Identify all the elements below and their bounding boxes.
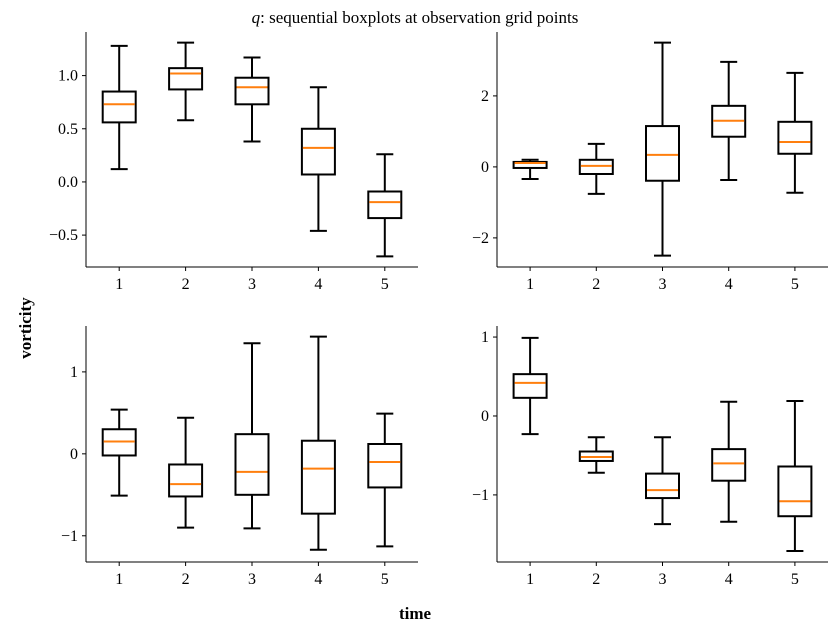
x-tick-label: 2 <box>182 571 190 588</box>
box-3 <box>645 436 680 526</box>
x-tick-label: 4 <box>725 276 733 293</box>
y-tick-label: 1.0 <box>58 68 78 85</box>
box-iqr <box>777 120 813 155</box>
box-5 <box>777 71 813 194</box>
x-tick-label: 5 <box>381 571 389 588</box>
box-4 <box>711 400 747 523</box>
subplot-3: −1 0 1 1 2 3 4 5 <box>61 326 418 588</box>
box-2 <box>168 416 204 529</box>
y-tick-label: −1 <box>61 528 78 545</box>
x-tick-label: 4 <box>314 571 322 588</box>
box-iqr <box>578 158 614 175</box>
subplot-4: −1 0 1 1 2 3 4 5 <box>472 326 828 588</box>
box-iqr <box>711 104 747 138</box>
box-iqr <box>645 125 680 182</box>
y-tick-label: −1 <box>472 487 489 504</box>
box-iqr <box>300 127 336 176</box>
x-tick-label: 1 <box>115 276 123 293</box>
box-iqr <box>234 433 270 496</box>
box-5 <box>777 399 813 552</box>
subplot-1: −0.5 0.0 0.5 1.0 1 2 3 4 5 <box>49 32 418 293</box>
x-tick-label: 5 <box>791 571 799 588</box>
box-iqr <box>101 428 137 457</box>
box-iqr <box>101 90 137 124</box>
box-iqr <box>367 190 403 220</box>
y-tick-label: 0 <box>481 408 489 425</box>
subplot-2: −2 0 2 1 2 3 4 5 <box>472 32 828 293</box>
title-text: : sequential boxplots at observation gri… <box>260 8 579 27</box>
y-tick-label: 2 <box>481 88 489 105</box>
box-iqr <box>300 439 336 515</box>
box-3 <box>234 56 270 143</box>
box-3 <box>645 41 680 257</box>
x-tick-label: 4 <box>314 276 322 293</box>
box-iqr <box>578 450 614 462</box>
chart-title: q: sequential boxplots at observation gr… <box>0 8 830 28</box>
x-tick-label: 1 <box>526 571 534 588</box>
box-1 <box>101 408 137 497</box>
x-tick-label: 4 <box>725 571 733 588</box>
x-tick-label: 1 <box>526 276 534 293</box>
box-1 <box>512 336 548 436</box>
x-tick-label: 5 <box>791 276 799 293</box>
y-tick-label: 0 <box>70 446 78 463</box>
x-tick-label: 3 <box>659 571 667 588</box>
x-tick-label: 1 <box>115 571 123 588</box>
box-iqr <box>234 76 270 106</box>
x-tick-label: 3 <box>659 276 667 293</box>
box-2 <box>578 142 614 195</box>
box-5 <box>367 412 403 548</box>
y-tick-label: 0.0 <box>58 174 78 191</box>
y-tick-label: −2 <box>472 230 489 247</box>
box-iqr <box>168 67 204 91</box>
y-tick-label: −0.5 <box>49 227 78 244</box>
box-iqr <box>512 373 548 399</box>
box-iqr <box>168 463 204 498</box>
box-iqr <box>711 448 747 482</box>
x-tick-label: 3 <box>248 276 256 293</box>
x-tick-label: 2 <box>592 276 600 293</box>
y-tick-label: 0.5 <box>58 121 78 138</box>
x-tick-label: 5 <box>381 276 389 293</box>
y-tick-label: 0 <box>481 159 489 176</box>
box-iqr <box>512 160 548 169</box>
box-4 <box>711 60 747 182</box>
x-tick-label: 2 <box>592 571 600 588</box>
y-tick-label: 1 <box>70 364 78 381</box>
box-4 <box>300 86 336 232</box>
box-3 <box>234 342 270 530</box>
box-iqr <box>645 472 680 500</box>
box-1 <box>512 158 548 180</box>
x-tick-label: 2 <box>182 276 190 293</box>
box-4 <box>300 335 336 551</box>
box-2 <box>578 436 614 474</box>
box-1 <box>101 44 137 171</box>
x-tick-label: 3 <box>248 571 256 588</box>
box-5 <box>367 153 403 258</box>
y-tick-label: 1 <box>481 329 489 346</box>
title-symbol: q <box>251 8 261 27</box>
x-axis-label: time <box>398 604 432 623</box>
box-iqr <box>367 443 403 489</box>
box-2 <box>168 41 204 122</box>
box-iqr <box>777 465 813 518</box>
